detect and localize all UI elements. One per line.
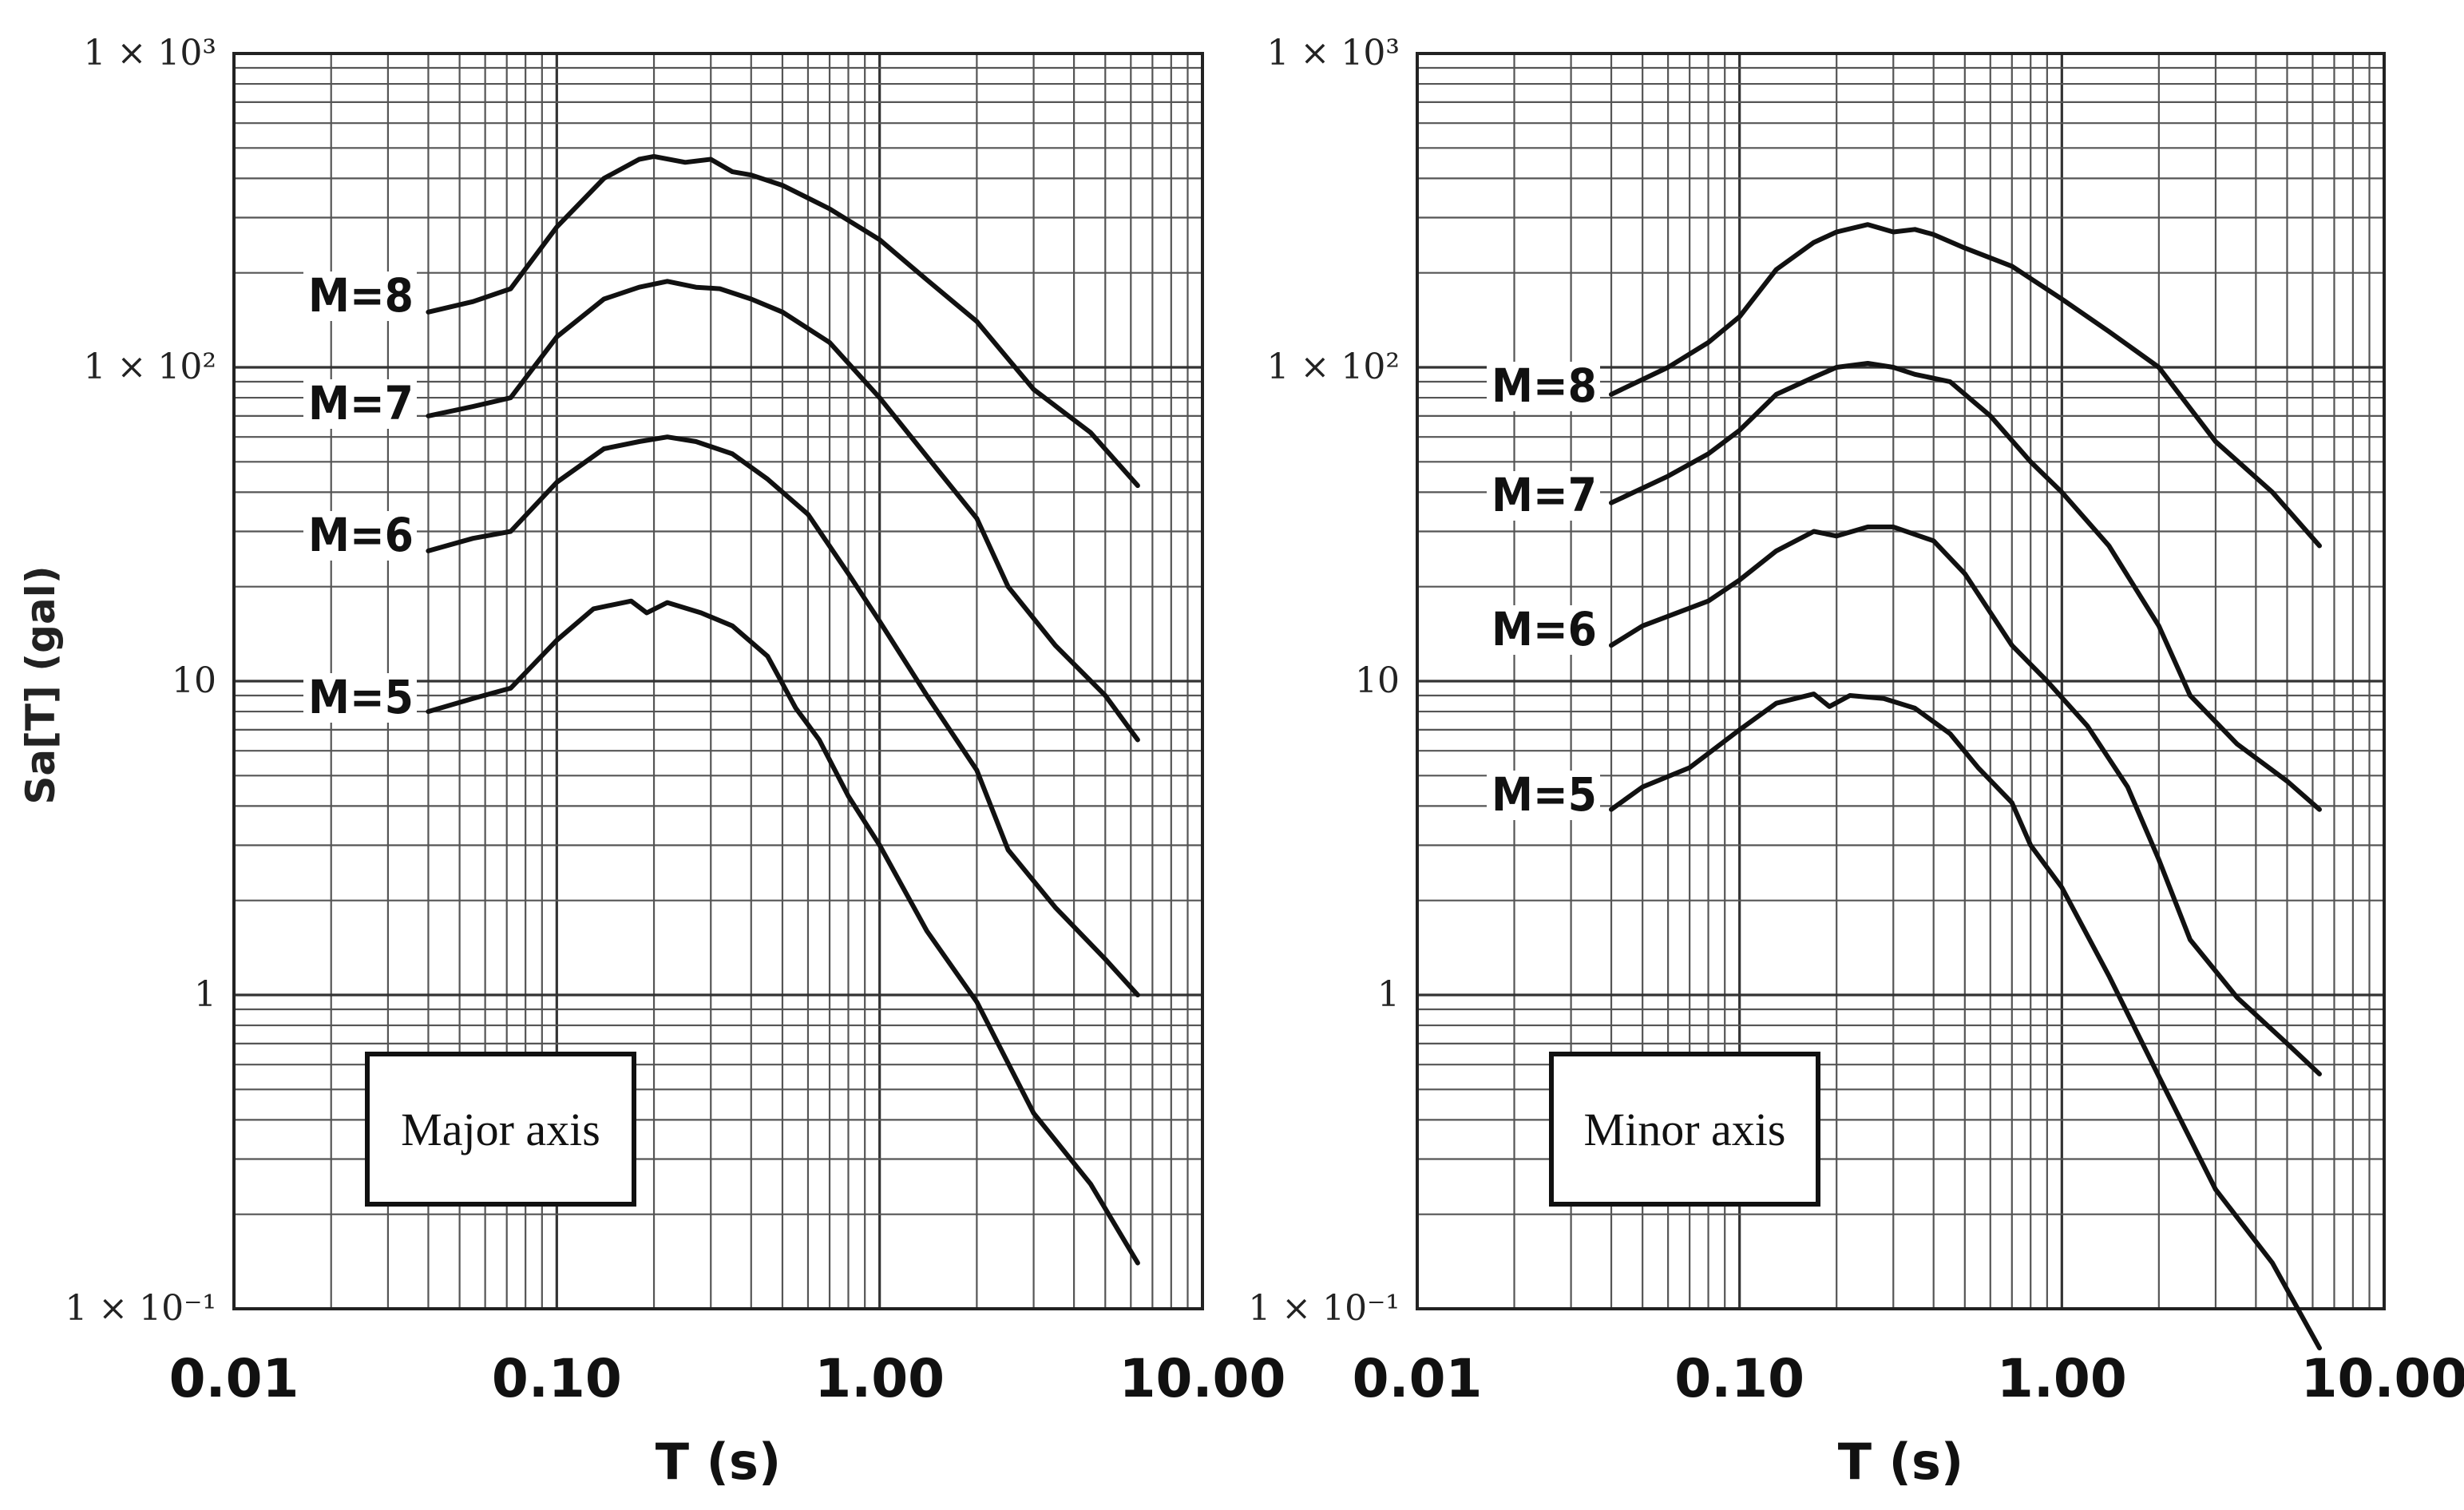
series-label-m5: M=5 [1491,767,1597,822]
x-axis-label-minor-axis: T (s) [1838,1433,1963,1491]
series-labels-major-axis: M=8 M=7 M=6 M=5 [303,268,417,724]
y-tick-labels-major-axis: 1 × 10³ 1 × 10² 10 1 1 × 10⁻¹ [65,33,216,1329]
x-tick-label: 0.10 [1674,1348,1804,1409]
panel-label-frame [1549,1052,1820,1207]
series-line-m6 [426,434,1140,997]
series-label-background [303,379,417,429]
x-tick-label: 0.01 [1353,1348,1483,1409]
series-line-m7 [1609,361,2322,812]
x-tick-label: 1.00 [1997,1348,2127,1409]
panel-major-axis: 1 × 10³ 1 × 10² 10 1 1 × 10⁻¹ 0.01 0.10 … [65,33,1285,1491]
x-axis-label-major-axis: T (s) [656,1433,781,1491]
series-line-m8 [426,153,1140,489]
x-tick-label: 10.00 [2301,1348,2464,1409]
series-label-background [303,511,417,561]
panel-label-major-axis: Major axis [401,1104,600,1155]
panel-label-minor-axis: Minor axis [1584,1104,1786,1155]
y-tick-label: 1 × 10² [1267,347,1400,387]
x-tick-labels-major-axis: 0.01 0.10 1.00 10.00 [169,1348,1286,1409]
y-tick-label: 1 × 10⁻¹ [1248,1288,1400,1329]
series-line-m6 [1609,524,2322,1076]
series-labels-minor-axis: M=8 M=7 M=6 M=5 [1487,359,1600,822]
series-label-m7: M=7 [1491,468,1597,522]
panel-minor-axis: 1 × 10³ 1 × 10² 10 1 1 × 10⁻¹ 0.01 0.10 … [1248,33,2464,1491]
series-label-background [1487,771,1600,820]
panel-label-box-major-axis: Major axis [365,1052,636,1207]
x-tick-label: 0.01 [169,1348,299,1409]
series-label-background [1487,471,1600,521]
series-label-m8: M=8 [308,268,414,323]
series-line-m8 [1609,222,2322,549]
y-axis-label: Sa[T] (gal) [18,565,64,804]
y-tick-label: 10 [172,660,216,701]
series-lines-minor-axis [1609,222,2322,1351]
x-tick-label: 1.00 [814,1348,945,1409]
y-tick-label: 1 × 10⁻¹ [65,1288,216,1329]
y-tick-label: 1 × 10³ [1267,33,1400,73]
series-label-m8: M=8 [1491,359,1597,413]
series-line-m7 [426,279,1140,743]
series-label-m6: M=6 [1491,602,1597,656]
panel-label-box-minor-axis: Minor axis [1549,1052,1820,1207]
plot-frame-major-axis [232,52,1204,1310]
y-tick-labels-minor-axis: 1 × 10³ 1 × 10² 10 1 1 × 10⁻¹ [1248,33,1400,1329]
series-lines-major-axis [426,153,1140,1266]
series-label-m7: M=7 [308,376,414,430]
y-tick-label: 1 × 10² [84,347,216,387]
series-label-background [303,271,417,321]
y-tick-label: 1 × 10³ [84,33,216,73]
grid-major-axis [232,52,1204,1310]
x-tick-labels-minor-axis: 0.01 0.10 1.00 10.00 [1353,1348,2464,1409]
y-tick-label: 1 [1377,974,1400,1015]
plot-frame-minor-axis [1416,52,2386,1310]
x-tick-label: 0.10 [492,1348,622,1409]
series-label-m5: M=5 [308,670,414,724]
y-tick-label: 10 [1355,660,1400,701]
series-line-m5 [426,598,1140,1266]
x-tick-label: 10.00 [1119,1348,1286,1409]
series-label-m6: M=6 [308,508,414,562]
series-line-m5 [1609,692,2322,1351]
series-label-background [303,673,417,723]
panel-label-frame [365,1052,636,1207]
series-label-background [1487,362,1600,411]
y-tick-label: 1 [194,974,216,1015]
series-label-background [1487,605,1600,655]
